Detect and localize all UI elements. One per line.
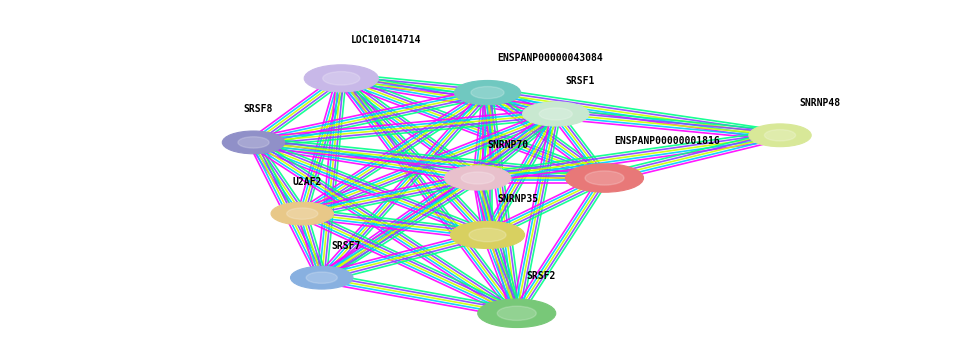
Circle shape (445, 166, 511, 190)
Circle shape (478, 299, 556, 328)
Circle shape (238, 137, 269, 148)
Text: SRSF7: SRSF7 (332, 241, 361, 251)
Text: SRSF1: SRSF1 (566, 76, 595, 86)
Circle shape (749, 124, 811, 147)
Circle shape (222, 131, 285, 154)
Circle shape (271, 202, 333, 225)
Circle shape (471, 87, 504, 99)
Circle shape (450, 221, 525, 248)
Circle shape (585, 171, 624, 185)
Text: SNRNP48: SNRNP48 (800, 98, 840, 108)
Circle shape (566, 164, 644, 192)
Text: SNRNP70: SNRNP70 (488, 140, 528, 150)
Circle shape (497, 306, 536, 320)
Text: SNRNP35: SNRNP35 (497, 194, 538, 204)
Text: ENSPANP00000043084: ENSPANP00000043084 (497, 53, 603, 63)
Circle shape (469, 228, 506, 242)
Circle shape (323, 72, 360, 85)
Circle shape (764, 130, 796, 141)
Circle shape (304, 65, 378, 92)
Circle shape (461, 172, 494, 184)
Text: SRSF8: SRSF8 (244, 104, 273, 114)
Circle shape (291, 266, 353, 289)
Circle shape (523, 102, 589, 126)
Circle shape (454, 80, 521, 105)
Circle shape (539, 108, 572, 120)
Text: ENSPANP00000001816: ENSPANP00000001816 (614, 136, 720, 146)
Text: SRSF2: SRSF2 (526, 271, 556, 281)
Text: LOC101014714: LOC101014714 (351, 35, 421, 45)
Text: U2AF2: U2AF2 (292, 177, 322, 187)
Circle shape (287, 208, 318, 219)
Circle shape (306, 272, 337, 283)
